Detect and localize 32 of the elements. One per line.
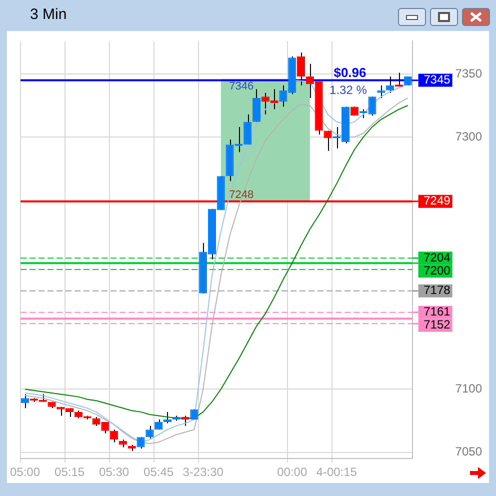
y-tick-label: 7050 (455, 444, 482, 459)
x-tick-label: 00:00 (277, 465, 308, 480)
y-tick-label: 7350 (455, 66, 482, 80)
x-tick-label: 3-23:30 (182, 465, 224, 480)
annotation: 7248 (229, 189, 254, 202)
annotation: 1.32 % (330, 82, 368, 97)
y-tick-label: 7100 (455, 382, 482, 396)
annotation: 7346 (229, 80, 254, 93)
candlestick (296, 52, 306, 86)
x-tick-label: 4-00:15 (316, 465, 358, 480)
ref-line-label: 7249 (424, 194, 451, 208)
ref-line-label: 7204 (424, 250, 451, 264)
ref-line-label: 7152 (424, 318, 451, 332)
ref-line-label: 7345 (424, 72, 451, 87)
candlestick (377, 84, 386, 98)
ref-line-label: 7161 (424, 304, 451, 319)
x-tick-label: 05:15 (54, 465, 85, 480)
x-tick-label: 05:45 (144, 465, 174, 480)
annotation: $0.96 (334, 64, 366, 80)
candlestick (163, 411, 172, 424)
chart-title: 3 Min (30, 6, 67, 23)
candlestick (386, 76, 394, 94)
candlestick (252, 88, 261, 122)
y-tick-label: 7300 (455, 129, 482, 144)
x-tick-label: 05:30 (99, 465, 130, 480)
candlestick (20, 394, 30, 409)
candlestick (146, 425, 154, 439)
x-tick-label: 05:00 (10, 465, 40, 480)
ref-line-label: 7200 (424, 263, 451, 278)
candlestick (324, 130, 332, 152)
candlestick (181, 415, 190, 426)
ref-line-label: 7178 (424, 283, 451, 298)
